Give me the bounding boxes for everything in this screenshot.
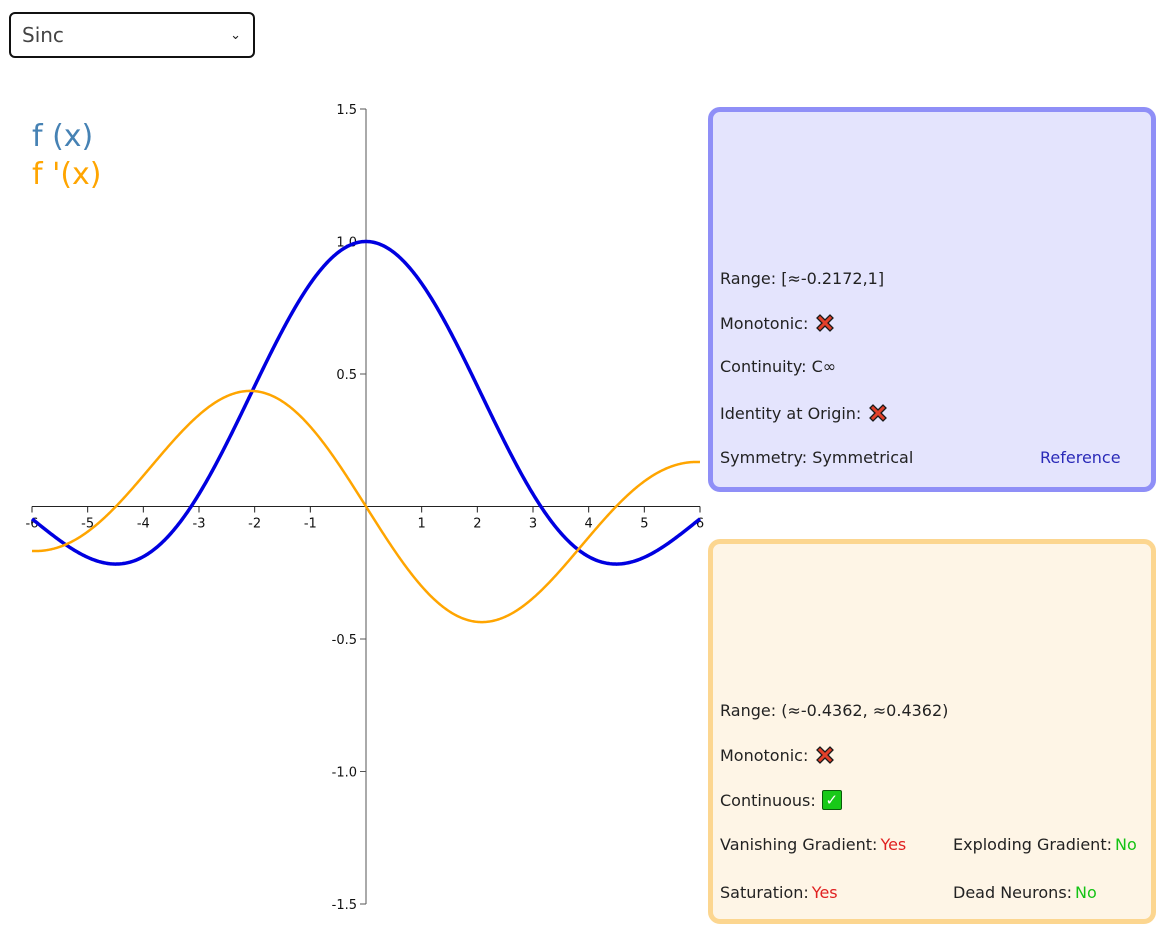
saturation-value: Yes — [811, 883, 838, 902]
derivative-exploding: Exploding Gradient: No — [953, 835, 1137, 854]
x-tick-label: 1 — [418, 517, 426, 532]
x-tick-label: 5 — [640, 517, 648, 532]
dead-neurons-label: Dead Neurons: — [953, 883, 1073, 902]
function-select[interactable]: Sinc ⌄ — [9, 12, 255, 58]
function-monotonic-label: Monotonic: — [720, 313, 809, 333]
axes: -6 -5 -4 -3 -2 -1 1 2 3 4 5 61.51.00.5-0.5-1.0-1.5 — [26, 103, 705, 913]
cross-mark-icon — [814, 744, 836, 766]
y-tick-label: 1.5 — [336, 103, 357, 118]
y-tick-label: 1.0 — [336, 236, 357, 251]
x-tick-label: 3 — [529, 517, 537, 532]
function-continuity-label: Continuity: C∞ — [720, 357, 837, 376]
x-tick-label: 4 — [585, 517, 593, 532]
reference-link[interactable]: Reference — [1040, 448, 1121, 467]
x-tick-label: -1 — [304, 517, 317, 532]
y-tick-label: 0.5 — [336, 368, 357, 383]
derivative-monotonic: Monotonic: — [720, 744, 836, 766]
cross-mark-icon — [814, 312, 836, 334]
vanishing-gradient-label: Vanishing Gradient: — [720, 835, 878, 854]
legend: f (x) f '(x) — [32, 118, 102, 194]
derivative-continuous-label: Continuous: — [720, 790, 816, 810]
y-tick-label: -0.5 — [332, 633, 357, 648]
x-tick-label: 6 — [696, 517, 704, 532]
vanishing-gradient-value: Yes — [880, 835, 907, 854]
function-range-label: Range: [≈-0.2172,1] — [720, 269, 885, 288]
chevron-down-icon: ⌄ — [230, 27, 241, 43]
y-tick-label: -1.5 — [332, 898, 357, 913]
x-tick-label: -3 — [193, 517, 206, 532]
derivative-properties-panel: Range: (≈-0.4362, ≈0.4362) Monotonic: Co… — [708, 539, 1156, 924]
series-line-fprime — [31, 389, 701, 624]
derivative-monotonic-label: Monotonic: — [720, 745, 809, 765]
cross-mark-icon — [867, 402, 889, 424]
series-line-f — [30, 239, 702, 566]
function-symmetry: Symmetry: Symmetrical — [720, 448, 913, 467]
check-mark-icon: ✓ — [821, 790, 842, 810]
function-monotonic: Monotonic: — [720, 312, 836, 334]
y-tick-label: -1.0 — [332, 766, 357, 781]
derivative-saturation: Saturation: Yes — [720, 883, 838, 902]
legend-fprime: f '(x) — [32, 157, 102, 192]
derivative-continuous: Continuous: ✓ — [720, 790, 842, 810]
function-continuity: Continuity: C∞ — [720, 357, 836, 376]
legend-f: f (x) — [32, 119, 94, 154]
exploding-gradient-value: No — [1114, 835, 1137, 854]
derivative-dead-neurons: Dead Neurons: No — [953, 883, 1097, 902]
function-select-value: Sinc — [22, 23, 64, 47]
saturation-label: Saturation: — [720, 883, 809, 902]
dead-neurons-value: No — [1075, 883, 1097, 902]
exploding-gradient-label: Exploding Gradient: — [953, 835, 1112, 854]
function-properties-panel: Range: [≈-0.2172,1] Monotonic: Continuit… — [708, 107, 1156, 492]
derivative-vanishing: Vanishing Gradient: Yes — [720, 835, 906, 854]
x-tick-label: 2 — [473, 517, 481, 532]
function-symmetry-label: Symmetry: Symmetrical — [720, 448, 914, 467]
x-tick-label: -4 — [137, 517, 150, 532]
function-identity-label: Identity at Origin: — [720, 403, 862, 423]
function-range: Range: [≈-0.2172,1] — [720, 269, 884, 288]
function-plot: -6 -5 -4 -3 -2 -1 1 2 3 4 5 61.51.00.5-0.5-1.0-1.5 — [26, 103, 705, 913]
derivative-range: Range: (≈-0.4362, ≈0.4362) — [720, 701, 948, 720]
x-tick-label: -2 — [248, 517, 261, 532]
function-identity: Identity at Origin: — [720, 402, 889, 424]
derivative-range-label: Range: (≈-0.4362, ≈0.4362) — [720, 701, 949, 720]
